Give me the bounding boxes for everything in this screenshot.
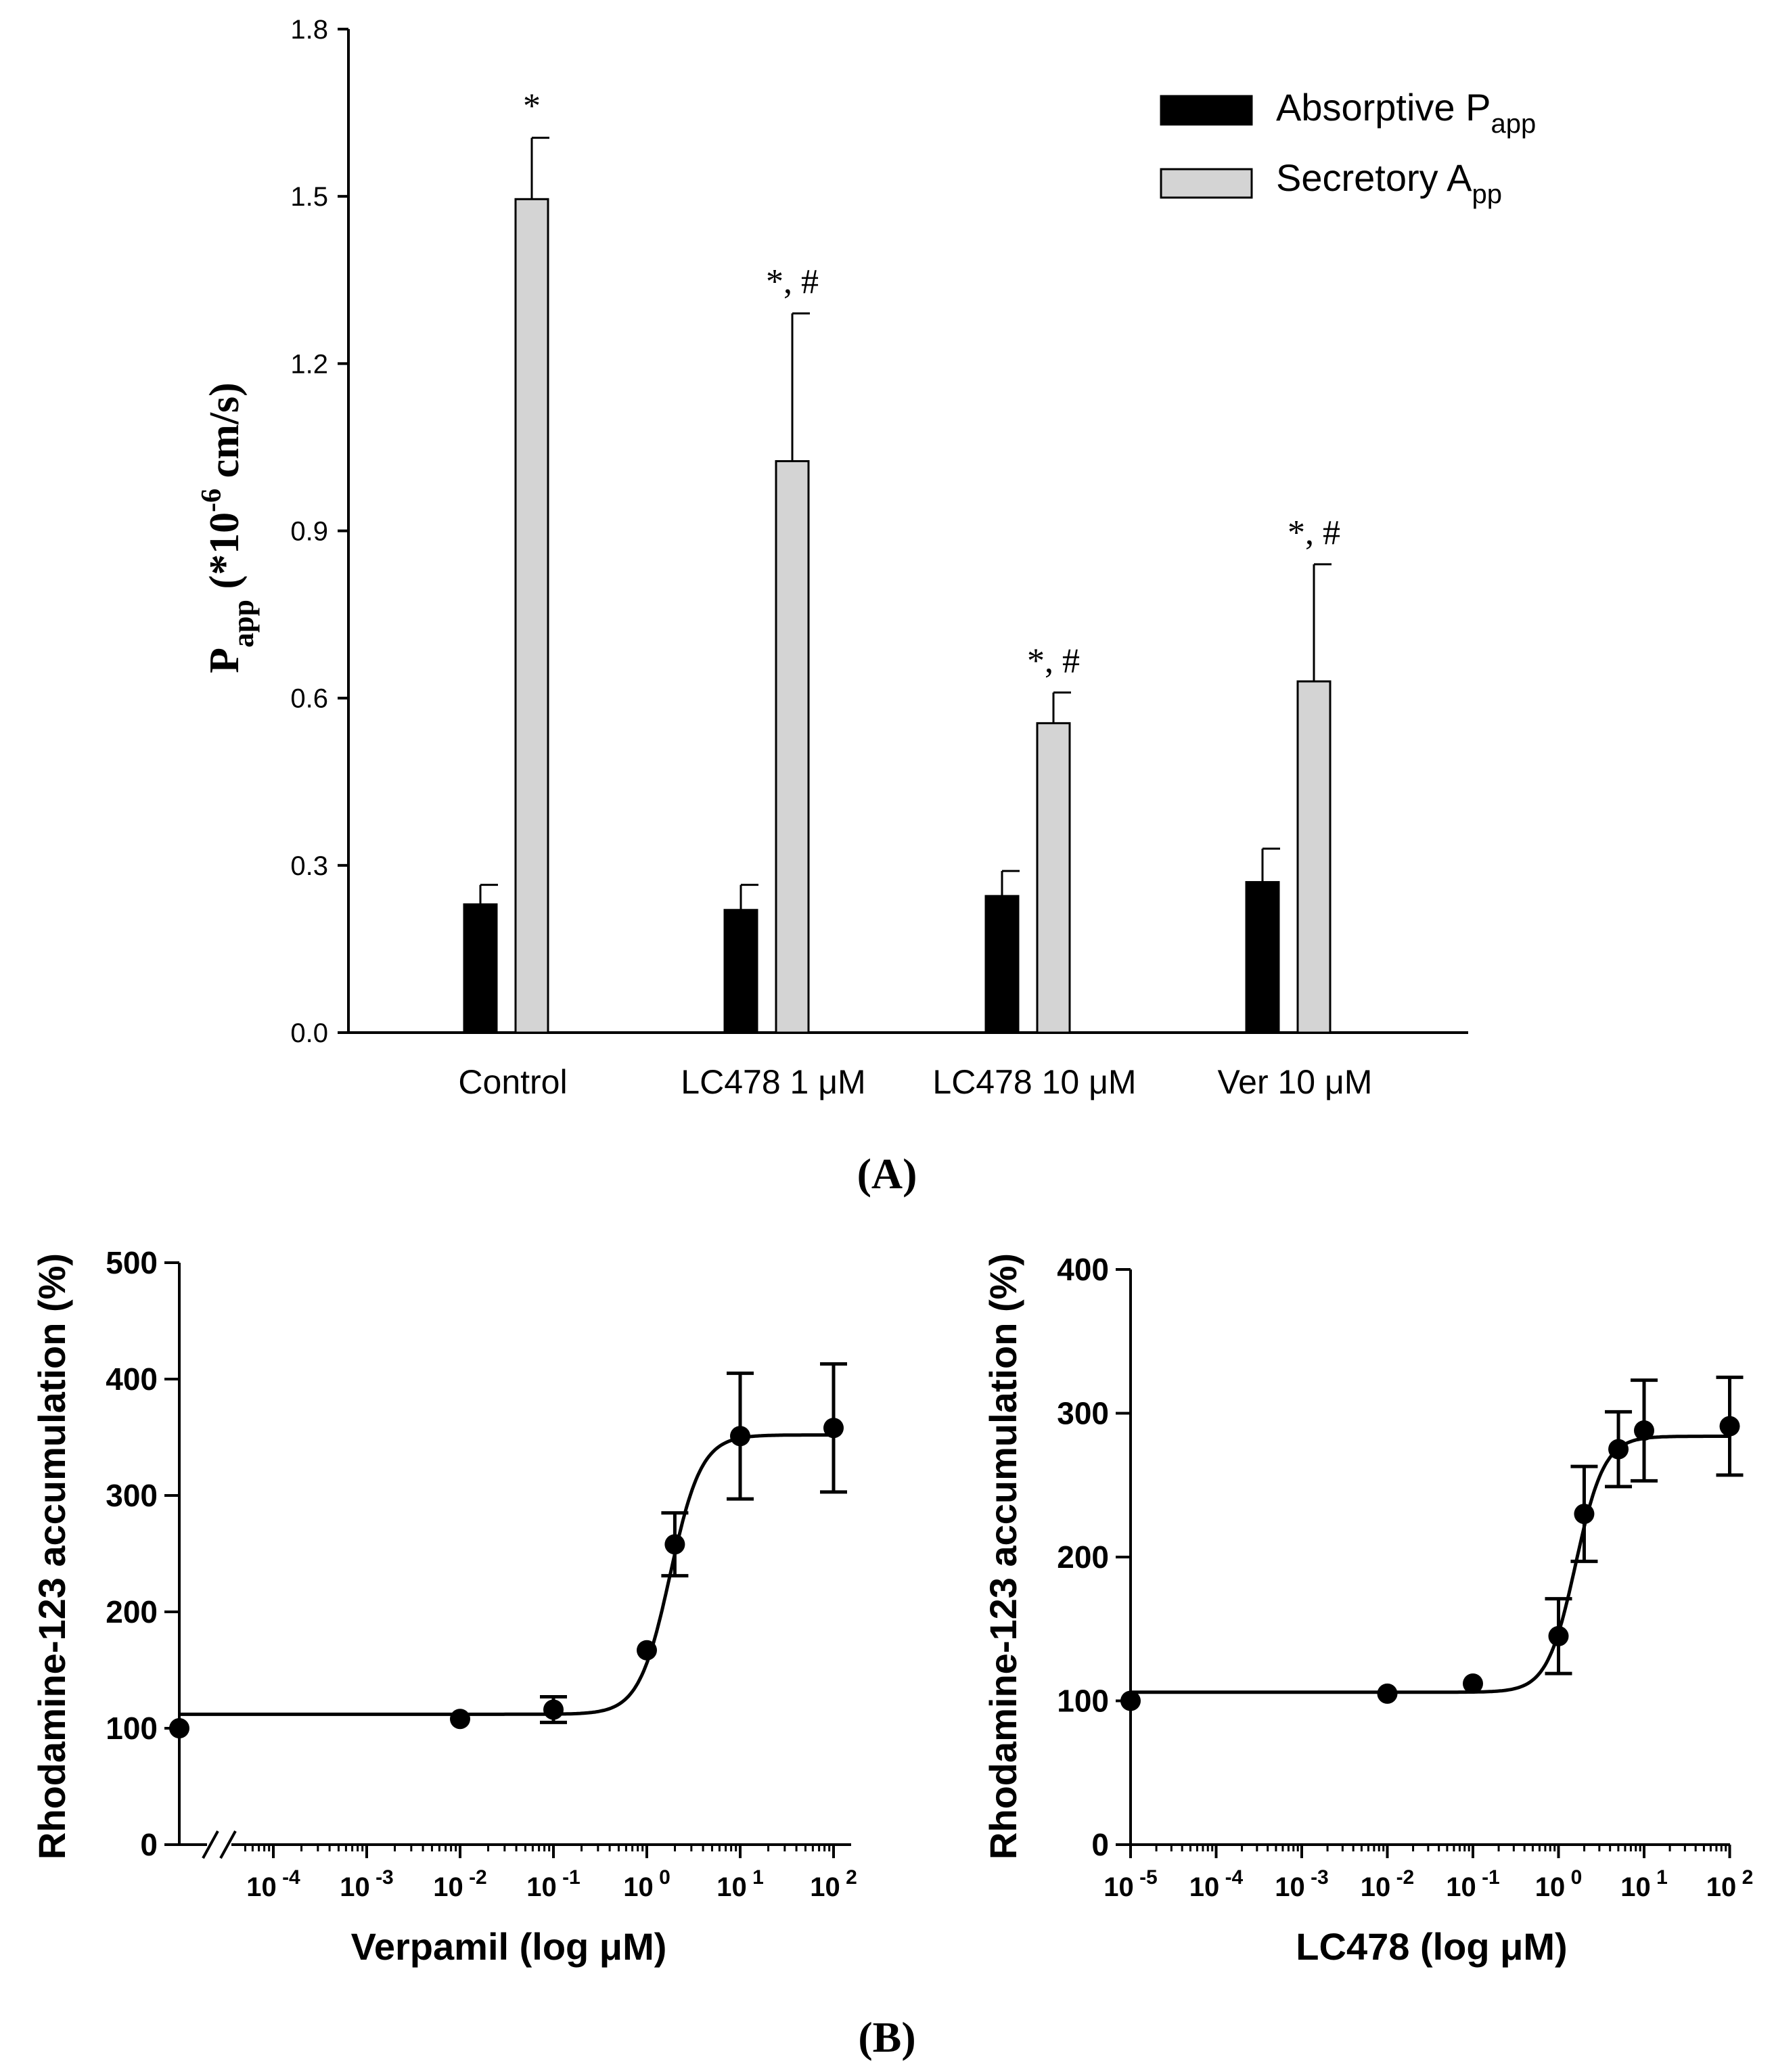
a-bar (1036, 722, 1071, 1034)
b-left-x-ticks: 10 -4 10 -3 10 -2 10 -1 10 0 10 1 10 2 (244, 1845, 857, 1902)
a-bar (723, 909, 758, 1034)
a-bar (775, 460, 810, 1034)
a-bar (1245, 881, 1280, 1034)
b-right-fit-curve (1131, 1435, 1730, 1694)
panel-a-bars: * *, # *, # *, # (463, 87, 1340, 1034)
x-tick-label: 10 0 (623, 1866, 670, 1902)
y-tick-label: 400 (106, 1361, 158, 1397)
a-significance-annotation: *, # (1288, 514, 1340, 552)
data-point (1463, 1673, 1483, 1694)
b-right-y-ticks: 0 100 200 300 400 (1057, 1252, 1131, 1862)
a-y-tick-label: 0.6 (290, 684, 328, 714)
y-tick-label: 200 (1057, 1539, 1109, 1575)
data-point (1719, 1416, 1740, 1437)
x-tick-label: 10 -3 (1275, 1866, 1329, 1902)
x-tick-label: 10 1 (717, 1866, 764, 1902)
data-point (169, 1718, 189, 1738)
b-left-axis-break (202, 1830, 237, 1859)
panel-a: 0.0 0.3 0.6 0.9 1.2 1.5 1.8 * *, # *, # *, # Cont… (196, 15, 1536, 1198)
panel-a-y-ticks: 0.0 0.3 0.6 0.9 1.2 1.5 1.8 (290, 15, 348, 1048)
a-significance-annotation: * (523, 87, 541, 126)
fit-curve-line (178, 1433, 832, 1716)
data-point (543, 1699, 564, 1720)
a-category-label: LC478 1 μM (681, 1063, 865, 1101)
a-significance-annotation: *, # (1027, 641, 1080, 680)
data-point (450, 1709, 470, 1730)
x-tick-label: 10 -2 (1361, 1866, 1415, 1902)
panel-b-label: (B) (858, 2013, 915, 2061)
legend-swatch-absorptive (1160, 95, 1253, 126)
b-right-y-axis-label: Rhodamine-123 accumulation (%) (982, 1253, 1024, 1860)
a-y-tick-label: 1.5 (290, 182, 328, 212)
x-tick-label: 10 -4 (246, 1866, 300, 1902)
y-tick-label: 300 (106, 1478, 158, 1513)
y-tick-label: 100 (106, 1711, 158, 1746)
legend-label-secretory: Secretory App (1276, 156, 1502, 209)
y-tick-label: 400 (1057, 1252, 1109, 1287)
x-tick-label: 10 -3 (340, 1866, 394, 1902)
a-y-tick-label: 1.8 (290, 15, 328, 45)
b-left-x-axis-label: Verpamil (log μM) (351, 1925, 667, 1968)
x-tick-label: 10 -1 (526, 1866, 581, 1902)
b-left-points (169, 1362, 847, 1738)
fit-curve-line (1131, 1435, 1730, 1694)
b-left-fit-curve (178, 1433, 832, 1716)
data-point (1608, 1439, 1629, 1460)
legend-swatch-secretory (1160, 168, 1253, 199)
a-bar (984, 895, 1020, 1034)
y-tick-label: 100 (1057, 1684, 1109, 1719)
y-tick-label: 0 (140, 1827, 158, 1862)
data-point (823, 1418, 844, 1439)
x-tick-label: 10 2 (810, 1866, 857, 1902)
b-right-x-ticks: 10 -5 10 -4 10 -3 10 -2 10 -1 10 0 10 1 10 2 (1104, 1845, 1753, 1902)
y-tick-label: 300 (1057, 1396, 1109, 1431)
panel-a-y-axis-label: Papp (*10-6 cm/s) (196, 382, 260, 673)
y-tick-label: 200 (106, 1594, 158, 1629)
x-tick-label: 10 0 (1535, 1866, 1583, 1902)
panel-a-legend: Absorptive Papp Secretory App (1160, 86, 1536, 209)
a-significance-annotation: *, # (766, 263, 819, 301)
b-left-y-ticks: 0 100 200 300 400 500 (106, 1245, 179, 1862)
x-tick-label: 10 -1 (1446, 1866, 1500, 1902)
data-point (1377, 1683, 1398, 1704)
a-y-tick-label: 1.2 (290, 349, 328, 379)
a-bar (463, 903, 498, 1034)
legend-label-absorptive: Absorptive Papp (1276, 86, 1536, 139)
b-left-y-axis-label: Rhodamine-123 accumulation (%) (30, 1253, 73, 1860)
data-point (1574, 1504, 1595, 1525)
x-tick-label: 10 -5 (1104, 1866, 1158, 1902)
a-category-label: Ver 10 μM (1218, 1063, 1373, 1101)
panel-a-x-labels: Control LC478 1 μM LC478 10 μM Ver 10 μM (458, 1063, 1372, 1101)
data-point (730, 1426, 750, 1447)
a-y-tick-label: 0.3 (290, 851, 328, 881)
a-y-tick-label: 0.0 (290, 1018, 328, 1048)
a-category-label: LC478 10 μM (932, 1063, 1136, 1101)
a-bar (1296, 680, 1332, 1034)
data-point (1548, 1625, 1569, 1646)
y-tick-label: 0 (1091, 1827, 1109, 1862)
a-bar (514, 198, 549, 1034)
a-y-tick-label: 0.9 (290, 517, 328, 547)
b-right-points (1120, 1375, 1744, 1711)
data-point (1120, 1690, 1141, 1711)
x-tick-label: 10 1 (1620, 1866, 1668, 1902)
x-tick-label: 10 -4 (1189, 1866, 1244, 1902)
a-category-label: Control (458, 1063, 567, 1101)
x-tick-label: 10 2 (1706, 1866, 1754, 1902)
panel-a-label: (A) (857, 1150, 917, 1198)
data-point (1634, 1420, 1654, 1441)
b-right-x-axis-label: LC478 (log μM) (1296, 1925, 1567, 1968)
x-tick-label: 10 -2 (433, 1866, 487, 1902)
y-tick-label: 500 (106, 1245, 158, 1280)
data-point (664, 1534, 685, 1555)
data-point (637, 1640, 657, 1661)
